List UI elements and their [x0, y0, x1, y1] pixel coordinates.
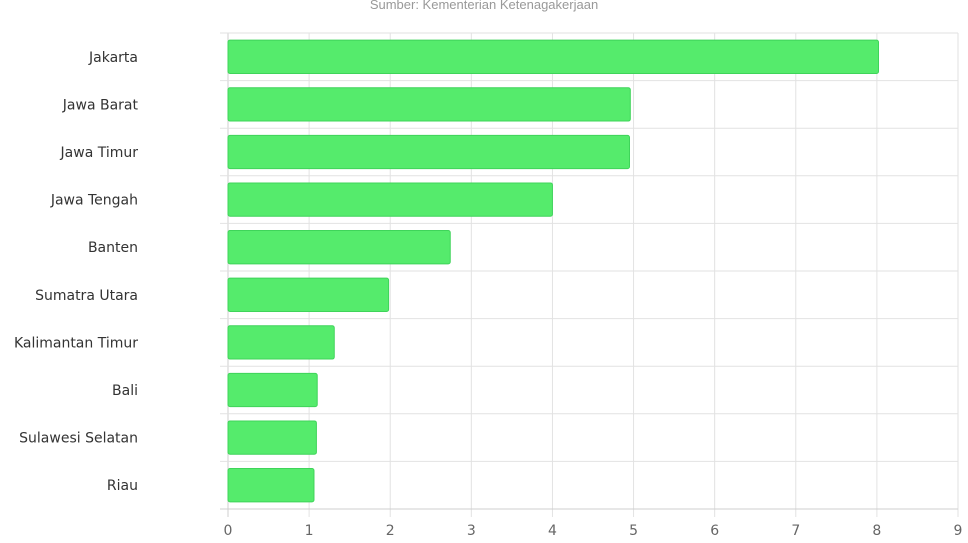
category-label: Kalimantan Timur [14, 335, 138, 351]
category-label: Bali [112, 383, 138, 399]
bar [227, 468, 315, 503]
category-label: Sumatra Utara [35, 288, 138, 304]
x-tick-label: 0 [224, 523, 233, 539]
x-tick-label: 9 [954, 523, 963, 539]
x-tick-label: 4 [548, 523, 557, 539]
source-note: Sumber: Kementerian Ketenagakerjaan [369, 0, 599, 12]
category-label: Banten [88, 240, 138, 256]
bar [227, 325, 335, 360]
category-label: Jakarta [88, 50, 138, 66]
x-tick-label: 8 [872, 523, 881, 539]
x-tick-label: 6 [710, 523, 719, 539]
x-tick-label: 2 [386, 523, 395, 539]
bar [227, 277, 390, 312]
category-label: Jawa Barat [62, 97, 139, 113]
bar [227, 230, 451, 265]
x-axis-tick-labels: 0 1 2 3 4 5 6 7 8 9 [224, 523, 963, 539]
x-tick-label: 7 [791, 523, 800, 539]
category-label: Jawa Tengah [50, 193, 138, 209]
bar [227, 39, 880, 74]
grid-lines [220, 32, 959, 517]
x-tick-label: 5 [629, 523, 638, 539]
bars [227, 39, 880, 503]
bar [227, 372, 318, 408]
bar [227, 87, 631, 122]
x-tick-label: 3 [467, 523, 476, 539]
bar [227, 182, 553, 217]
category-labels: Jakarta Jawa Barat Jawa Timur Jawa Tengah Ba… [14, 50, 139, 494]
category-label: Riau [107, 478, 138, 494]
bar [227, 134, 630, 170]
bar [227, 420, 317, 455]
category-label: Sulawesi Selatan [19, 431, 138, 447]
x-tick-label: 1 [305, 523, 314, 539]
category-label: Jawa Timur [60, 145, 139, 161]
